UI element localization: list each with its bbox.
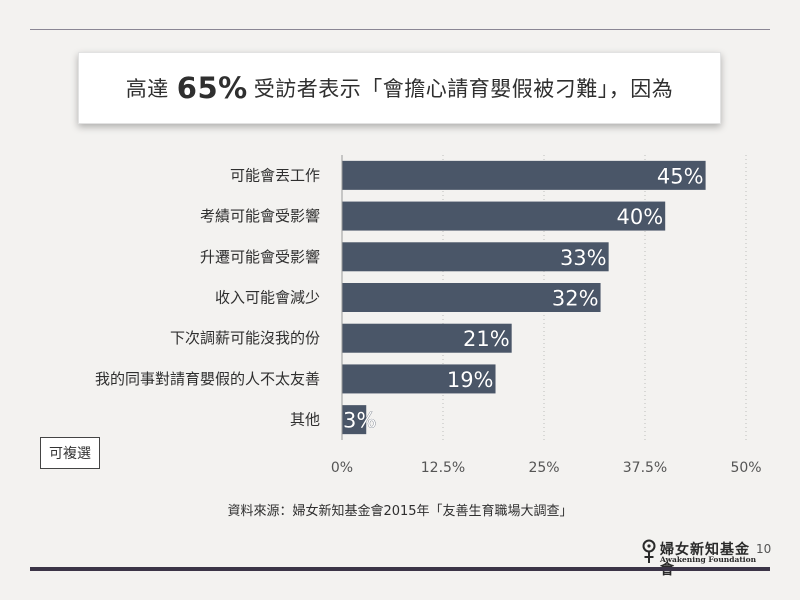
title-highlight: 65% bbox=[176, 71, 248, 105]
bar bbox=[342, 242, 609, 272]
bar bbox=[342, 405, 367, 435]
logo-english-name: Awakening Foundation bbox=[660, 555, 757, 564]
bar bbox=[342, 283, 601, 312]
category-label: 我的同事對請育嬰假的人不太友善 bbox=[95, 370, 320, 388]
multi-select-button[interactable]: 可複選 bbox=[40, 437, 100, 469]
value-label: 21% bbox=[463, 327, 510, 351]
x-tick-label: 37.5% bbox=[623, 460, 667, 476]
category-label: 升遷可能會受影響 bbox=[200, 248, 320, 266]
venus-symbol-icon bbox=[642, 539, 656, 563]
title-before: 高達 bbox=[125, 77, 169, 101]
title-card: 高達 65% 受訪者表示「會擔心請育嬰假被刁難」，因為 bbox=[78, 52, 721, 124]
category-label: 考績可能會受影響 bbox=[200, 207, 320, 225]
bar bbox=[342, 323, 512, 353]
x-tick-label: 50% bbox=[730, 460, 761, 476]
page-number: 10 bbox=[756, 542, 772, 556]
bottom-divider bbox=[30, 567, 770, 571]
awakening-foundation-logo: 婦女新知基金會 Awakening Foundation bbox=[642, 538, 756, 578]
x-tick-label: 25% bbox=[528, 460, 559, 476]
value-label: 33% bbox=[560, 246, 607, 270]
value-label: 32% bbox=[552, 287, 599, 311]
value-label: 45% bbox=[657, 164, 704, 188]
category-label: 可能會丟工作 bbox=[230, 166, 320, 184]
value-label: 3% bbox=[343, 409, 376, 433]
category-label: 收入可能會減少 bbox=[215, 289, 320, 307]
x-tick-label: 0% bbox=[331, 460, 353, 476]
title-after: 受訪者表示「會擔心請育嬰假被刁難」，因為 bbox=[253, 77, 674, 101]
category-label: 其他 bbox=[290, 411, 320, 429]
bar bbox=[342, 160, 706, 190]
source-note: 資料來源：婦女新知基金會2015年「友善生育職場大調查」 bbox=[227, 504, 573, 519]
x-tick-label: 12.5% bbox=[421, 460, 465, 476]
bar bbox=[342, 364, 496, 394]
category-label: 下次調薪可能沒我的份 bbox=[170, 329, 320, 347]
bar bbox=[342, 201, 666, 231]
value-label: 40% bbox=[617, 205, 664, 229]
top-divider bbox=[30, 29, 770, 30]
value-label: 19% bbox=[447, 368, 494, 392]
